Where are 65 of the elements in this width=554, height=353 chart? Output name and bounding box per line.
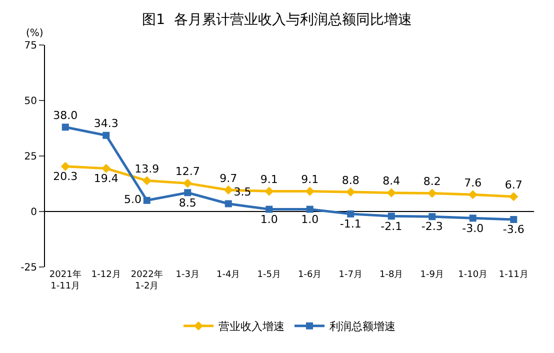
y-tick-label: -25	[20, 262, 37, 274]
point	[62, 124, 69, 131]
x-tick-label: 1-6月	[298, 270, 322, 280]
point	[184, 189, 192, 196]
y-tick-label: 0	[30, 207, 37, 218]
x-tick-label: 1-9月	[420, 270, 444, 280]
data-label: -3.0	[462, 222, 484, 235]
data-label: 1.0	[301, 212, 319, 226]
point	[102, 132, 110, 139]
y-tick-label: 75	[24, 40, 37, 52]
point	[102, 164, 111, 173]
data-label: 1.0	[260, 212, 278, 226]
x-tick-label: 1-12月	[91, 270, 121, 280]
data-label: 9.1	[260, 173, 278, 186]
data-label: -3.6	[502, 223, 524, 236]
data-label: 20.3	[53, 170, 78, 184]
data-label: 9.7	[220, 172, 238, 185]
point	[469, 214, 476, 222]
x-tick-label: 1-10月	[458, 270, 488, 280]
data-label: 8.4	[382, 174, 400, 188]
point	[510, 216, 518, 223]
point	[347, 210, 354, 218]
data-label: 12.7	[175, 165, 200, 178]
data-label: 38.0	[53, 109, 78, 122]
y-tick-label: 25	[24, 152, 37, 162]
data-label: 13.9	[134, 162, 160, 176]
point	[224, 185, 233, 195]
x-tick-label: 2021年 1-11月	[49, 269, 82, 292]
x-tick-label: 2022年 1-2月	[130, 269, 163, 292]
data-label: -1.1	[340, 218, 362, 231]
x-tick-label: 1-8月	[380, 270, 404, 280]
x-tick-label: 1-7月	[338, 270, 362, 280]
legend-label: 利润总额增速	[330, 320, 396, 334]
point	[468, 190, 478, 200]
data-label: 8.8	[342, 174, 360, 187]
point	[509, 192, 518, 202]
data-label: 5.0	[124, 193, 142, 206]
data-label: 6.7	[504, 178, 522, 192]
data-label: 9.1	[301, 173, 319, 186]
point	[224, 200, 232, 208]
x-tick-label: 1-4月	[216, 270, 240, 280]
x-tick-label: 1-3月	[176, 270, 200, 280]
point	[60, 162, 70, 171]
point	[428, 188, 437, 198]
data-label: 7.6	[464, 176, 482, 190]
point	[428, 213, 436, 220]
data-label: 19.4	[94, 172, 118, 186]
data-label: -2.3	[421, 220, 443, 234]
x-tick-label: 1-11月	[498, 270, 528, 280]
point	[183, 178, 192, 188]
point	[142, 176, 152, 186]
data-label: -2.1	[380, 220, 402, 233]
legend-label: 营业收入增速	[218, 320, 284, 334]
point	[143, 196, 150, 204]
point	[346, 187, 356, 197]
point	[388, 212, 395, 220]
chart-title: 图1 各月累计营业收入与利润总额同比增速	[142, 12, 412, 28]
x-tick-label: 1-5月	[257, 270, 281, 280]
data-label: 34.3	[94, 117, 118, 130]
y-axis-title: (%)	[26, 28, 44, 39]
data-label: 8.5	[178, 196, 196, 210]
point	[266, 206, 273, 213]
data-label: 8.2	[423, 175, 441, 188]
y-tick-label: 50	[24, 96, 37, 107]
point	[306, 206, 314, 213]
